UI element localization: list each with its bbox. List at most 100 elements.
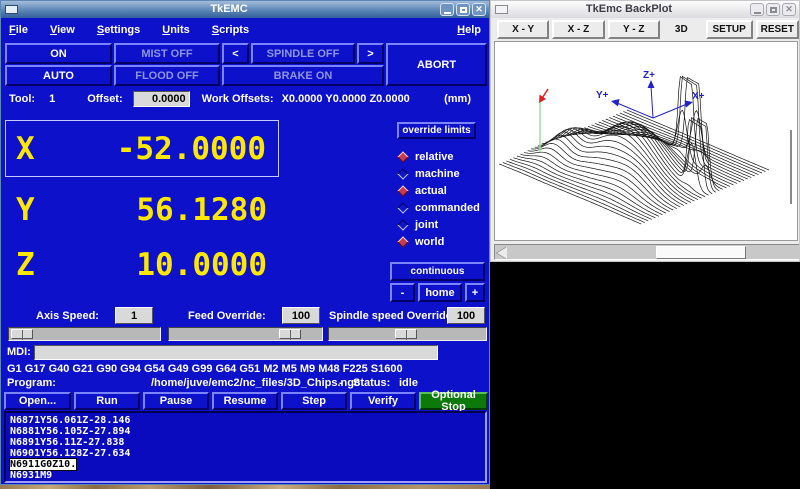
backplot-scrollbar[interactable]: [494, 244, 799, 260]
mode-auto-button[interactable]: AUTO: [5, 65, 112, 86]
jog-plus-button[interactable]: +: [465, 283, 485, 302]
toolpath-plot: Z+ Y+ X+: [499, 70, 792, 225]
svg-text:X+: X+: [692, 91, 705, 102]
reset-button[interactable]: RESET: [755, 19, 799, 39]
close-icon[interactable]: ✕: [782, 3, 796, 16]
mdi-input[interactable]: [34, 345, 438, 360]
menubar: File View Settings Units Scripts Help: [1, 18, 489, 42]
flood-button[interactable]: FLOOD OFF: [114, 65, 220, 86]
home-button[interactable]: home: [418, 283, 462, 302]
status-label: Status:: [353, 377, 391, 389]
close-icon[interactable]: ✕: [472, 3, 486, 16]
radio-actual[interactable]: actual: [397, 182, 480, 199]
radio-commanded[interactable]: commanded: [397, 199, 480, 216]
override-limits-button[interactable]: override limits: [397, 122, 476, 139]
dro-axis-y[interactable]: Y 56.1280: [6, 189, 279, 231]
axis-x-value: -52.0000: [116, 130, 266, 167]
menu-units[interactable]: Units: [162, 24, 190, 36]
window-menu-icon[interactable]: [5, 5, 18, 14]
svg-text:Z+: Z+: [643, 70, 655, 81]
backplot-title: TkEmc BackPlot: [585, 3, 673, 15]
radio-indicator: [397, 201, 409, 214]
spindle-override-label: Spindle speed Override:: [329, 310, 456, 322]
offset-entry[interactable]: 0.0000: [132, 91, 190, 107]
axis-y-label: Y: [16, 192, 35, 228]
run-button[interactable]: Run: [74, 392, 140, 410]
jog-continuous-button[interactable]: continuous: [390, 262, 485, 281]
slider-thumb[interactable]: [279, 329, 301, 340]
work-offsets-label: Work Offsets:: [201, 93, 274, 105]
display-mode-radios: relative machine actual commanded joint …: [397, 148, 480, 250]
menu-view[interactable]: View: [49, 24, 75, 36]
estop-on-button[interactable]: ON: [5, 43, 112, 64]
minimize-icon[interactable]: [440, 3, 454, 16]
feed-override-slider[interactable]: [168, 327, 323, 341]
dro-axis-x[interactable]: X -52.0000: [5, 120, 279, 177]
resume-button[interactable]: Resume: [212, 392, 278, 410]
backplot-canvas[interactable]: Z+ Y+ X+: [494, 41, 798, 241]
mdi-label: MDI:: [7, 346, 31, 358]
menu-file[interactable]: File: [9, 24, 28, 36]
radio-machine[interactable]: machine: [397, 165, 480, 182]
gcode-line-current: N6911G0Z10.: [8, 458, 78, 471]
maximize-icon[interactable]: [456, 3, 470, 16]
backplot-view-bar: X - Y X - Z Y - Z 3D SETUP RESET: [491, 18, 799, 40]
spindle-override-slider[interactable]: [328, 327, 487, 341]
minimize-icon[interactable]: [750, 3, 764, 16]
view-xy-button[interactable]: X - Y: [497, 19, 550, 39]
radio-indicator: [397, 150, 409, 163]
menu-help[interactable]: Help: [457, 24, 481, 36]
desktop-wallpaper-sliver: [0, 485, 490, 489]
scrollbar-thumb[interactable]: [656, 246, 746, 259]
menu-settings[interactable]: Settings: [96, 24, 141, 36]
axis-speed-value: 1: [115, 307, 153, 324]
status-value: idle: [399, 377, 418, 389]
program-separator: -: [339, 377, 343, 389]
step-button[interactable]: Step: [281, 392, 347, 410]
program-status-line: Program: /home/juve/emc2/nc_files/3D_Chi…: [1, 377, 489, 391]
spindle-button[interactable]: SPINDLE OFF: [251, 43, 355, 64]
tkemc-titlebar: TkEMC ✕: [1, 1, 489, 18]
brake-button[interactable]: BRAKE ON: [222, 65, 384, 86]
slider-thumb[interactable]: [11, 329, 33, 340]
slider-thumb[interactable]: [395, 329, 417, 340]
feed-override-label: Feed Override:: [188, 310, 266, 322]
axis-speed-slider[interactable]: [8, 327, 161, 341]
open-button[interactable]: Open...: [4, 392, 71, 410]
gcode-line: N6931M9: [10, 470, 53, 481]
maximize-icon[interactable]: [766, 3, 780, 16]
program-listing[interactable]: N6871Y56.061Z-28.146 N6881Y56.105Z-27.89…: [4, 411, 487, 483]
radio-relative[interactable]: relative: [397, 148, 480, 165]
axis-x-label: X: [16, 130, 35, 167]
radio-joint[interactable]: joint: [397, 216, 480, 233]
radio-indicator: [397, 235, 409, 248]
view-xz-button[interactable]: X - Z: [552, 19, 605, 39]
radio-world[interactable]: world: [397, 233, 480, 250]
setup-button[interactable]: SETUP: [705, 19, 753, 39]
mist-button[interactable]: MIST OFF: [114, 43, 220, 64]
tkemc-window: TkEMC ✕ File View Settings Units Scripts…: [0, 0, 490, 485]
window-menu-icon[interactable]: [495, 5, 508, 14]
backplot-titlebar: TkEmc BackPlot ✕: [491, 1, 799, 18]
units-label: (mm): [444, 93, 471, 105]
work-offsets-value: X0.0000 Y0.0000 Z0.0000: [281, 93, 410, 105]
tool-offset-row: Tool: 1 Offset: 0.0000 Work Offsets: X0.…: [1, 89, 489, 109]
axis-z-value: 10.0000: [136, 247, 267, 283]
program-path: /home/juve/emc2/nc_files/3D_Chips.ngc: [151, 377, 361, 389]
verify-button[interactable]: Verify: [350, 392, 416, 410]
spindle-decrease-button[interactable]: <: [222, 43, 249, 64]
radio-indicator: [397, 167, 409, 180]
gcode-line: N6871Y56.061Z-28.146: [10, 415, 131, 426]
spindle-increase-button[interactable]: >: [357, 43, 384, 64]
view-yz-button[interactable]: Y - Z: [607, 19, 660, 39]
axis-z-label: Z: [16, 247, 35, 283]
pause-button[interactable]: Pause: [143, 392, 209, 410]
scroll-left-icon[interactable]: [497, 247, 507, 259]
abort-button[interactable]: ABORT: [386, 43, 487, 86]
jog-minus-button[interactable]: -: [390, 283, 415, 302]
dro-axis-z[interactable]: Z 10.0000: [6, 244, 279, 286]
optional-stop-button[interactable]: Optional Stop: [419, 389, 488, 413]
radio-indicator: [397, 184, 409, 197]
menu-scripts[interactable]: Scripts: [211, 24, 250, 36]
radio-indicator: [397, 218, 409, 231]
